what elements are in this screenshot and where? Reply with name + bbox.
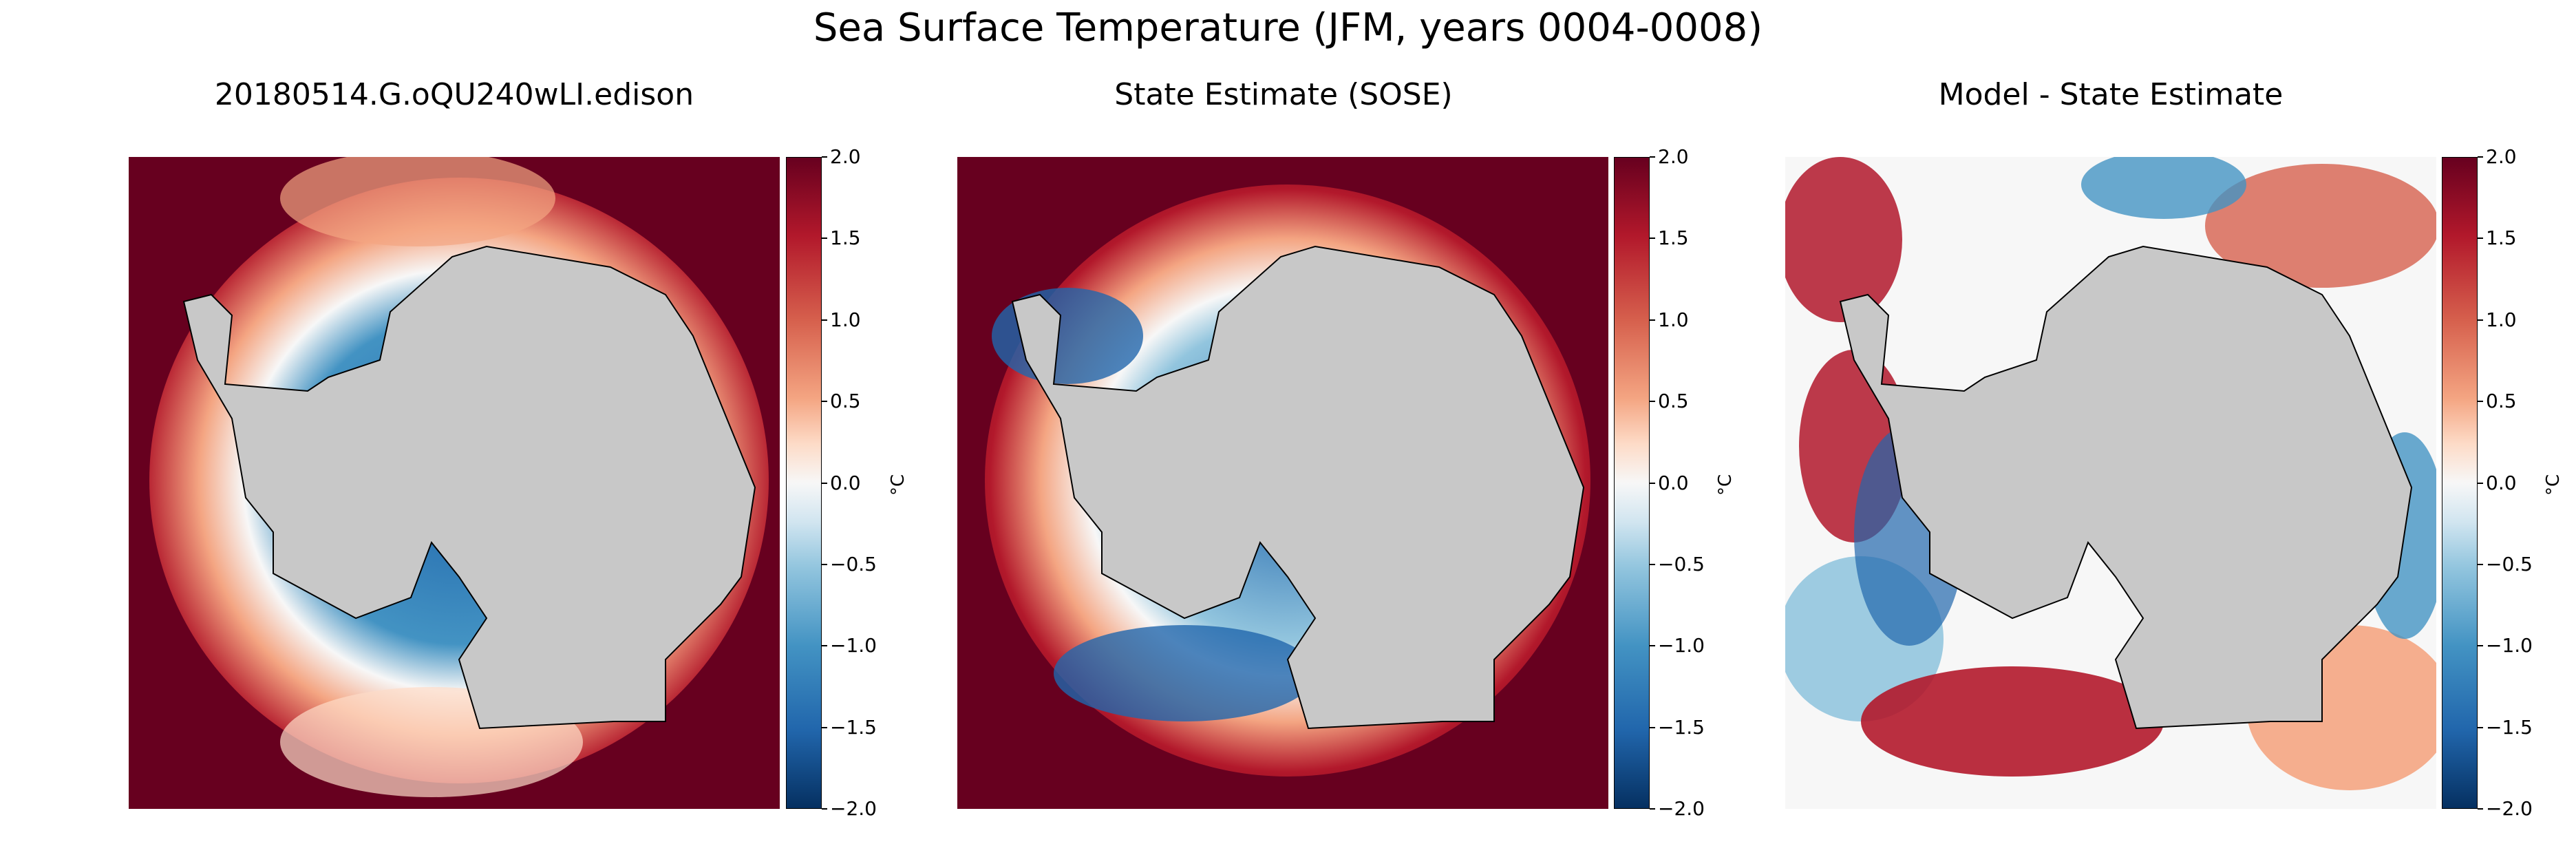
colorbar-tick-label: −2.0 <box>1658 797 1705 820</box>
colorbar-tick-label: 0.5 <box>1658 390 1689 413</box>
colorbar-tick-mark <box>1650 401 1655 403</box>
antarctica-landmass <box>1011 245 1585 730</box>
colorbar-tick-label: −0.5 <box>830 552 877 576</box>
colorbar-tick-label: 1.5 <box>2486 226 2517 250</box>
colorbar-tick-label: 0.0 <box>830 471 861 494</box>
colorbar-tick-label: 0.5 <box>830 390 861 413</box>
colorbar-tick-label: 1.0 <box>830 308 861 331</box>
colorbar-tick-label: −1.0 <box>1658 634 1705 657</box>
colorbar-tick-label: 0.0 <box>2486 471 2517 494</box>
colorbar-tick-label: 0.5 <box>2486 390 2517 413</box>
panel-3-colorbar-label: °C <box>2543 474 2564 496</box>
colorbar-tick-label: 2.0 <box>830 145 861 168</box>
colorbar-tick-mark <box>2478 401 2483 403</box>
panel-2-colorbar-label: °C <box>1715 474 1736 496</box>
colorbar-tick-mark <box>2478 726 2483 728</box>
colorbar-tick-mark <box>1650 482 1655 484</box>
panel-1-title: 20180514.G.oQU240wLI.edison <box>214 77 694 112</box>
colorbar-tick-label: 1.5 <box>830 226 861 250</box>
panel-1-colorbar-label: °C <box>888 474 908 496</box>
panel-1-map <box>129 157 780 809</box>
panel-2-map <box>957 157 1608 809</box>
antarctica-landmass <box>1839 245 2413 730</box>
colorbar-tick-label: −1.5 <box>1658 715 1705 739</box>
colorbar-tick-mark <box>1650 237 1655 240</box>
panel-3-map <box>1785 157 2436 809</box>
colorbar-tick-mark <box>822 482 827 484</box>
colorbar-tick-mark <box>822 563 827 565</box>
panel-3-colorbar <box>2442 157 2478 809</box>
colorbar-tick-label: −2.0 <box>830 797 877 820</box>
colorbar-tick-label: 1.0 <box>2486 308 2517 331</box>
colorbar-tick-mark <box>822 808 827 810</box>
colorbar-tick-label: −1.5 <box>2486 715 2533 739</box>
colorbar-tick-label: −1.5 <box>830 715 877 739</box>
figure-title: Sea Surface Temperature (JFM, years 0004… <box>813 6 1763 50</box>
panel-1-colorbar <box>786 157 822 809</box>
panel-3-title: Model - State Estimate <box>1938 77 2284 112</box>
colorbar-tick-mark <box>1650 726 1655 728</box>
colorbar-tick-mark <box>1650 156 1655 158</box>
colorbar-tick-label: 2.0 <box>1658 145 1689 168</box>
colorbar-tick-label: 1.5 <box>1658 226 1689 250</box>
colorbar-tick-mark <box>1650 319 1655 321</box>
panel-2-colorbar <box>1614 157 1650 809</box>
colorbar-tick-mark <box>2478 156 2483 158</box>
colorbar-tick-mark <box>1650 808 1655 810</box>
colorbar-tick-mark <box>822 401 827 403</box>
colorbar-tick-mark <box>2478 563 2483 565</box>
colorbar-tick-mark <box>2478 808 2483 810</box>
colorbar-tick-label: −1.0 <box>2486 634 2533 657</box>
colorbar-tick-mark <box>822 319 827 321</box>
colorbar-tick-label: −0.5 <box>2486 552 2533 576</box>
colorbar-tick-label: −0.5 <box>1658 552 1705 576</box>
colorbar-tick-label: −1.0 <box>830 634 877 657</box>
colorbar-tick-mark <box>2478 645 2483 647</box>
colorbar-tick-label: 2.0 <box>2486 145 2517 168</box>
colorbar-tick-label: 0.0 <box>1658 471 1689 494</box>
colorbar-tick-label: 1.0 <box>1658 308 1689 331</box>
colorbar-tick-label: −2.0 <box>2486 797 2533 820</box>
colorbar-tick-mark <box>2478 482 2483 484</box>
colorbar-tick-mark <box>822 156 827 158</box>
colorbar-tick-mark <box>822 237 827 240</box>
colorbar-tick-mark <box>1650 645 1655 647</box>
colorbar-tick-mark <box>1650 563 1655 565</box>
colorbar-tick-mark <box>2478 319 2483 321</box>
colorbar-tick-mark <box>822 726 827 728</box>
colorbar-tick-mark <box>822 645 827 647</box>
panel-2-title: State Estimate (SOSE) <box>1114 77 1453 112</box>
antarctica-landmass <box>182 245 756 730</box>
colorbar-tick-mark <box>2478 237 2483 240</box>
